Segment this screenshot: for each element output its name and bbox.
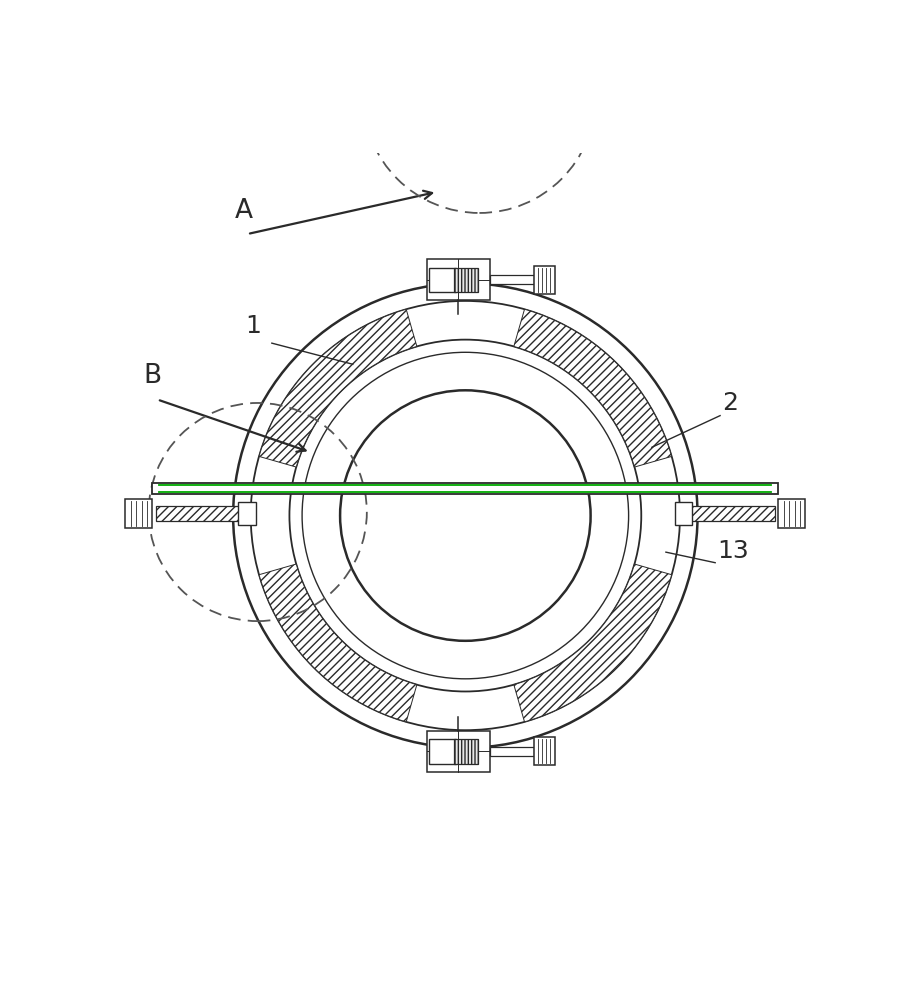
Polygon shape xyxy=(534,737,555,765)
Polygon shape xyxy=(514,309,672,467)
Text: 13: 13 xyxy=(717,539,749,563)
Polygon shape xyxy=(153,483,778,494)
Polygon shape xyxy=(259,564,417,722)
Polygon shape xyxy=(454,268,478,292)
Polygon shape xyxy=(429,739,457,764)
Polygon shape xyxy=(156,506,247,521)
Polygon shape xyxy=(514,564,672,722)
Polygon shape xyxy=(675,502,692,525)
Text: A: A xyxy=(234,198,252,224)
Text: 2: 2 xyxy=(722,391,738,415)
Polygon shape xyxy=(778,499,805,528)
Polygon shape xyxy=(684,506,775,521)
Polygon shape xyxy=(454,739,478,764)
Polygon shape xyxy=(427,731,490,772)
Polygon shape xyxy=(125,499,153,528)
Polygon shape xyxy=(490,275,534,284)
Text: 1: 1 xyxy=(245,314,262,338)
Polygon shape xyxy=(259,309,417,467)
Polygon shape xyxy=(429,268,457,292)
Polygon shape xyxy=(239,502,256,525)
Polygon shape xyxy=(490,747,534,756)
Polygon shape xyxy=(427,259,490,300)
Polygon shape xyxy=(534,266,555,294)
Text: B: B xyxy=(143,363,162,389)
